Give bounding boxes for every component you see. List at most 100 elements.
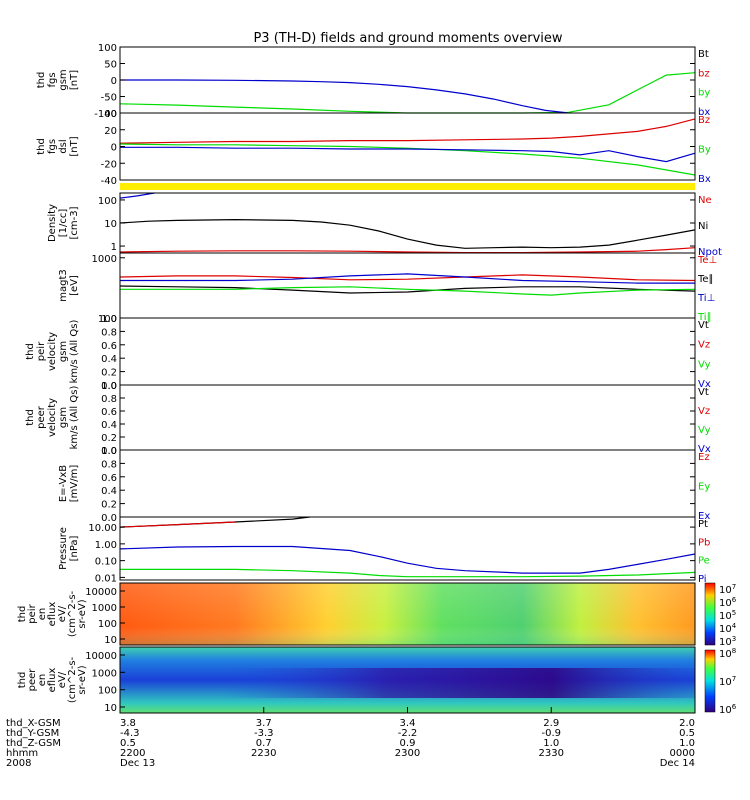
y-tick-label: 100: [98, 686, 117, 697]
time-axis-value: 0.5: [120, 738, 136, 749]
y-tick-label: 0.10: [95, 557, 117, 568]
y-axis-label-line: km/s (All Qs): [69, 386, 80, 450]
time-axis-value: 3.4: [400, 718, 416, 729]
y-axis-label-line: gsm: [58, 69, 69, 90]
y-tick-label: 1000: [92, 668, 117, 679]
legend-label-Vy: Vy: [698, 359, 711, 370]
y-axis-label-line: fgs: [47, 72, 58, 87]
legend-label-Pt: Pt: [698, 519, 708, 530]
y-axis-label: Density[1/cc][cm-3]: [47, 204, 80, 242]
legend-label-By: By: [698, 145, 711, 156]
y-tick-label: 0.0: [101, 513, 117, 524]
colorbar-tick-base: 10: [719, 637, 732, 648]
y-axis-label-line: peir: [36, 341, 47, 361]
colorbar-tick-base: 10: [719, 598, 732, 609]
plot-elements: 100500-50-100thdfgsgsm[nT]Btbzbybx40200-…: [6, 43, 737, 769]
y-axis-label-line: sr-eV): [77, 599, 88, 628]
legend-label-Te⊥: Te⊥: [697, 255, 717, 266]
y-tick-label: 1.00: [95, 540, 117, 551]
y-tick-label: 0.0: [101, 446, 117, 457]
colorbar-tick-base: 10: [719, 705, 732, 716]
colorbar-tick-exponent: 3: [732, 635, 736, 643]
spectrogram-peir-shading: [120, 583, 695, 645]
y-tick-label: 100: [98, 619, 117, 630]
colorbar-tick-exponent: 5: [732, 609, 736, 617]
y-axis-label-line: (cm^2-s-: [67, 656, 78, 703]
series-line-fgs_gsm-bx: [120, 79, 569, 114]
legend-label-Bz: Bz: [698, 115, 710, 126]
y-axis-label-line: dsl: [58, 139, 69, 153]
time-axis-row-label: thd_Y-GSM: [6, 728, 59, 739]
legend-label-Pe: Pe: [698, 556, 710, 567]
time-axis-value: 3.7: [256, 718, 272, 729]
time-axis-row-label: 2008: [6, 758, 31, 769]
legend-label-Ez: Ez: [698, 452, 710, 463]
time-axis-value: -0.9: [541, 728, 561, 739]
y-axis-label-line: [1/cc]: [58, 209, 69, 238]
time-axis-value: 2300: [395, 748, 420, 759]
colorbar-tick-exponent: 6: [732, 703, 737, 711]
y-tick-label: 10.00: [88, 523, 117, 534]
series-line-pressure-Pi: [119, 545, 696, 574]
y-axis-label: thdpeirenefluxeV/(cm^2-s-sr-eV): [17, 590, 88, 637]
y-tick-label: 40: [104, 109, 117, 120]
series-line-temperature-Te∥: [119, 285, 696, 294]
y-tick-label: -50: [101, 93, 117, 104]
y-tick-label: 1000: [92, 603, 117, 614]
colorbar-peir: [704, 582, 716, 646]
time-axis-value: -4.3: [120, 728, 140, 739]
y-axis-label-line: eV/: [57, 671, 68, 688]
y-tick-label: 0: [111, 143, 117, 154]
series-line-temperature-Ti⊥: [120, 273, 695, 284]
y-tick-label: 1: [111, 242, 117, 253]
time-axis-row-label: thd_Z-GSM: [6, 738, 61, 749]
y-axis-label-line: gsm: [58, 407, 69, 428]
legend-label-Vz: Vz: [698, 340, 710, 351]
panel-fgs_gsm: 100 50 0 -50 -100 thdfgsgsm[nT] Bt bz by bx: [36, 43, 710, 120]
legend-label-Bt: Bt: [698, 49, 709, 60]
y-axis-label-line: [nT]: [69, 136, 80, 156]
panel-efield: 1.0 0.8 0.6 0.4 0.2 0.0 E=-VxB[mV/m] Ez Ey Ex: [58, 446, 710, 524]
legend-label-Vt: Vt: [698, 387, 709, 398]
y-tick-label: 0.2: [101, 500, 117, 511]
time-axis-value: Dec 14: [660, 758, 695, 769]
y-axis-label-line: [nT]: [69, 70, 80, 90]
y-axis-label-line: (cm^2-s-: [67, 590, 78, 637]
legend-label-Ex: Ex: [698, 511, 710, 522]
series-line-temperature-Te⊥: [119, 274, 696, 282]
spectrogram-axes-peer_eflux: 10000 1000 100 10 thdpeerenefluxeV/(cm^2-s-s…: [17, 647, 737, 716]
series-line-temperature-Ti∥: [120, 286, 696, 296]
y-tick-label: -100: [94, 109, 117, 120]
y-axis-label-line: peer: [27, 668, 38, 692]
y-tick-label: 0.8: [101, 394, 117, 405]
panel-pressure: 10.00 1.00 0.10 0.01 Pressure[nPa] Pt Pb Pe Pi: [58, 516, 710, 585]
y-axis-label-line: gsm: [58, 341, 69, 362]
y-tick-label: 0.4: [101, 354, 117, 365]
y-axis-label: thdpeirvelocitygsmkm/s (All Qs): [25, 320, 80, 384]
y-axis-label-line: thd: [25, 409, 36, 426]
spectrogram-peer-core: [220, 668, 695, 698]
y-tick-label: -40: [101, 176, 117, 187]
time-axis-value: 2.9: [543, 718, 559, 729]
y-axis-label-line: fgs: [47, 139, 58, 154]
panel-temperature: 1000 100 magt3[eV] Te⊥ Te∥ Ti⊥ Ti∥: [58, 252, 717, 325]
colorbar-tick-label: 106: [719, 703, 737, 716]
y-tick-label: 1000: [92, 254, 117, 265]
colorbar-tick-exponent: 8: [732, 647, 736, 655]
panel-peir_velocity: 1.0 0.8 0.6 0.4 0.2 0.0 thdpeirvelocitygsmkm/s…: [25, 314, 711, 392]
panel-frame-fgs_dsl: [119, 112, 696, 181]
colorbar-tick-exponent: 6: [732, 596, 737, 604]
colorbar-tick-label: 107: [719, 675, 736, 688]
colorbar-tick-exponent: 7: [732, 583, 736, 591]
series-line-pressure-Pb: [119, 521, 236, 528]
y-tick-label: 1.0: [101, 446, 117, 457]
time-axis-row-label: hhmm: [6, 748, 38, 759]
y-axis-label-line: [cm-3]: [69, 206, 80, 239]
y-axis-label-line: thd: [17, 606, 28, 623]
legend-label-Vt: Vt: [698, 320, 709, 331]
y-tick-label: 0.4: [101, 486, 117, 497]
time-axis-value: 2.0: [679, 718, 695, 729]
legend-label-by: by: [698, 88, 710, 99]
y-tick-label: 1.0: [101, 381, 117, 392]
time-axis-value: 0.9: [400, 738, 416, 749]
